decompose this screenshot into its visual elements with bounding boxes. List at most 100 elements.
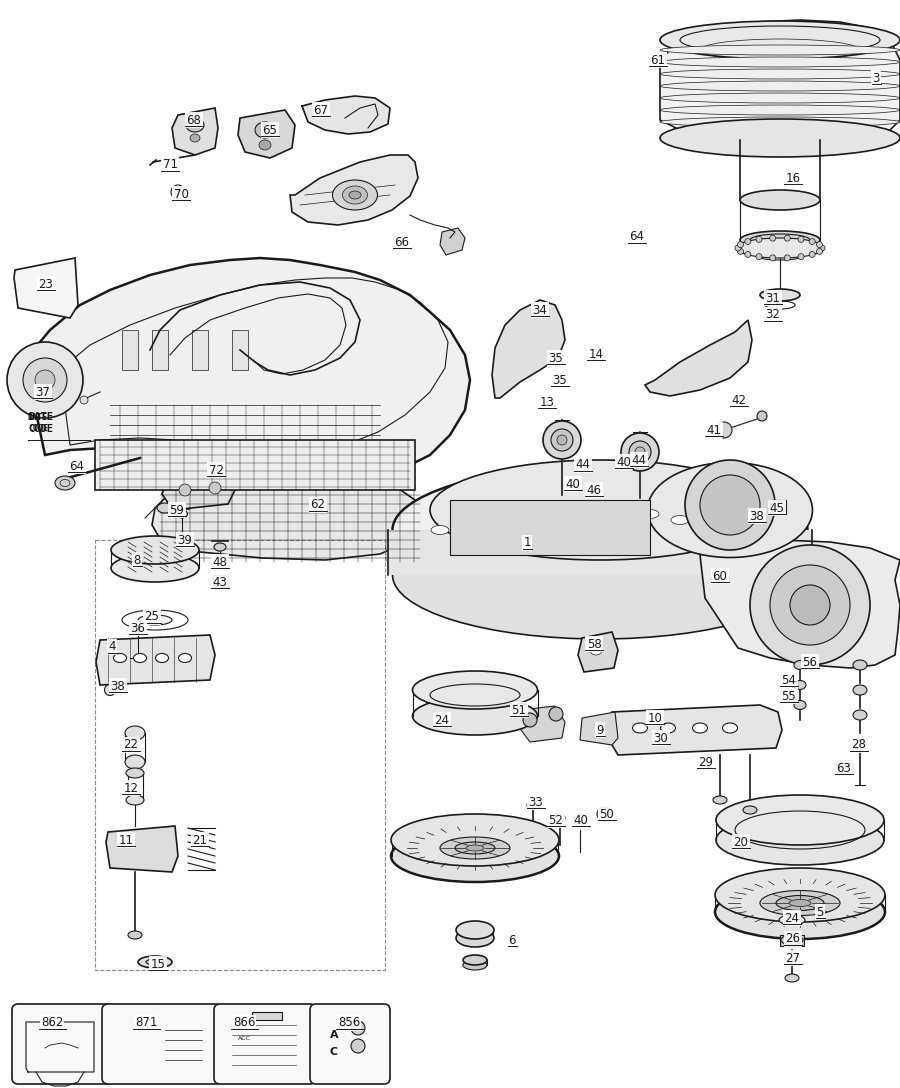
Circle shape bbox=[790, 585, 830, 625]
Text: 39: 39 bbox=[177, 533, 193, 546]
Text: DATE
CODE: DATE CODE bbox=[28, 413, 48, 433]
Text: 33: 33 bbox=[528, 795, 544, 808]
Circle shape bbox=[351, 1021, 365, 1035]
Ellipse shape bbox=[521, 507, 539, 517]
Circle shape bbox=[816, 248, 823, 255]
Text: 51: 51 bbox=[511, 704, 526, 717]
Text: 38: 38 bbox=[750, 509, 764, 522]
Ellipse shape bbox=[633, 724, 647, 733]
Text: 862: 862 bbox=[40, 1016, 63, 1029]
Ellipse shape bbox=[757, 411, 767, 421]
FancyBboxPatch shape bbox=[310, 1004, 390, 1084]
Ellipse shape bbox=[621, 433, 659, 471]
Circle shape bbox=[784, 255, 790, 261]
Ellipse shape bbox=[126, 768, 144, 778]
Ellipse shape bbox=[392, 511, 807, 639]
Ellipse shape bbox=[214, 543, 226, 551]
Text: 6: 6 bbox=[508, 934, 516, 947]
Ellipse shape bbox=[660, 21, 900, 59]
Bar bbox=[770, 500, 786, 514]
Text: 64: 64 bbox=[69, 459, 85, 472]
Ellipse shape bbox=[853, 660, 867, 670]
Circle shape bbox=[35, 370, 55, 390]
Ellipse shape bbox=[128, 931, 142, 939]
Circle shape bbox=[351, 1039, 365, 1053]
Polygon shape bbox=[172, 108, 218, 154]
Text: ACC: ACC bbox=[238, 1036, 251, 1041]
Text: 66: 66 bbox=[394, 235, 410, 248]
Circle shape bbox=[819, 245, 825, 251]
Text: 26: 26 bbox=[786, 932, 800, 945]
Text: 871: 871 bbox=[135, 1016, 158, 1029]
Circle shape bbox=[784, 235, 790, 242]
Ellipse shape bbox=[611, 507, 629, 516]
Ellipse shape bbox=[138, 615, 172, 625]
Text: 36: 36 bbox=[130, 621, 146, 634]
Ellipse shape bbox=[113, 654, 127, 663]
Ellipse shape bbox=[853, 710, 867, 720]
Ellipse shape bbox=[661, 724, 676, 733]
Ellipse shape bbox=[557, 435, 567, 445]
Text: 55: 55 bbox=[781, 690, 797, 703]
Ellipse shape bbox=[456, 929, 494, 947]
Ellipse shape bbox=[716, 795, 884, 845]
Circle shape bbox=[523, 713, 537, 727]
Ellipse shape bbox=[391, 830, 559, 882]
Ellipse shape bbox=[581, 506, 599, 515]
Ellipse shape bbox=[785, 974, 799, 982]
Ellipse shape bbox=[789, 900, 811, 906]
Polygon shape bbox=[238, 110, 295, 158]
Text: 28: 28 bbox=[851, 739, 867, 752]
FancyBboxPatch shape bbox=[214, 1004, 316, 1084]
Circle shape bbox=[737, 248, 743, 255]
Text: 62: 62 bbox=[310, 498, 326, 511]
Bar bbox=[780, 935, 804, 945]
Polygon shape bbox=[290, 154, 418, 225]
Ellipse shape bbox=[660, 106, 900, 115]
Text: 38: 38 bbox=[111, 680, 125, 692]
Text: 72: 72 bbox=[209, 463, 223, 477]
FancyBboxPatch shape bbox=[102, 1004, 222, 1084]
Circle shape bbox=[770, 235, 776, 242]
Ellipse shape bbox=[463, 960, 487, 970]
Circle shape bbox=[685, 460, 775, 551]
Bar bbox=[232, 330, 248, 370]
Ellipse shape bbox=[660, 92, 900, 103]
Ellipse shape bbox=[171, 185, 185, 199]
Polygon shape bbox=[116, 1018, 162, 1068]
Text: 37: 37 bbox=[36, 385, 50, 398]
Text: 14: 14 bbox=[589, 347, 604, 360]
Text: 67: 67 bbox=[313, 103, 328, 116]
Ellipse shape bbox=[543, 421, 581, 459]
Ellipse shape bbox=[214, 578, 226, 588]
Ellipse shape bbox=[713, 796, 727, 804]
Polygon shape bbox=[645, 320, 752, 396]
Ellipse shape bbox=[343, 186, 367, 205]
Ellipse shape bbox=[660, 118, 900, 127]
Bar bbox=[252, 1012, 282, 1021]
Circle shape bbox=[798, 236, 804, 243]
Ellipse shape bbox=[794, 701, 806, 709]
Text: 31: 31 bbox=[766, 292, 780, 305]
Ellipse shape bbox=[740, 231, 820, 249]
Ellipse shape bbox=[186, 118, 204, 132]
Ellipse shape bbox=[190, 134, 200, 143]
Ellipse shape bbox=[175, 188, 182, 196]
Polygon shape bbox=[578, 632, 618, 672]
Ellipse shape bbox=[146, 959, 164, 965]
Ellipse shape bbox=[836, 763, 850, 772]
Text: 40: 40 bbox=[565, 478, 581, 491]
Polygon shape bbox=[700, 540, 900, 668]
Ellipse shape bbox=[853, 685, 867, 695]
Text: 60: 60 bbox=[713, 569, 727, 582]
Text: 40: 40 bbox=[616, 456, 632, 469]
Circle shape bbox=[7, 342, 83, 418]
Text: 16: 16 bbox=[786, 172, 800, 185]
Ellipse shape bbox=[55, 477, 75, 490]
Text: 12: 12 bbox=[123, 781, 139, 794]
Text: 40: 40 bbox=[573, 814, 589, 827]
Text: 50: 50 bbox=[599, 807, 615, 820]
Text: 1: 1 bbox=[523, 536, 531, 549]
Ellipse shape bbox=[440, 837, 510, 860]
Ellipse shape bbox=[701, 523, 719, 532]
